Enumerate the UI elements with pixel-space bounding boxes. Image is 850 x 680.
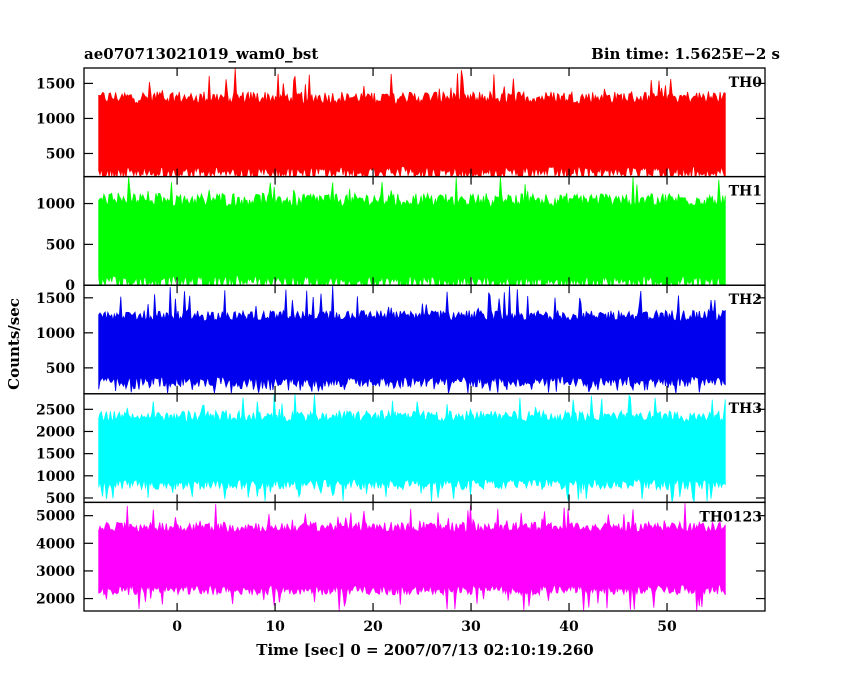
x-tick-label: 50 [657, 619, 677, 635]
panel-label-th0: TH0 [729, 75, 763, 91]
y-tick-label-th2: 500 [46, 361, 75, 377]
y-tick-label-th3: 1500 [36, 447, 75, 463]
y-tick-label-th2: 1500 [36, 291, 75, 307]
panel-label-th0123: TH0123 [699, 509, 762, 525]
y-tick-label-th1: 1000 [36, 197, 75, 213]
object-title: ae070713021019_wam0_bst [84, 45, 318, 63]
y-tick-label-th0123: 5000 [36, 509, 75, 525]
bin-time-label: Bin time: 1.5625E−2 s [591, 45, 780, 63]
y-tick-label-th3: 2000 [36, 424, 75, 440]
panel-label-th3: TH3 [729, 401, 762, 417]
series-th1 [98, 177, 726, 286]
y-tick-label-th0123: 2000 [36, 592, 75, 608]
y-axis-label: Counts/sec [5, 298, 23, 390]
y-tick-label-th3: 2500 [36, 402, 75, 418]
series-th0 [98, 68, 726, 177]
y-tick-label-th2: 1000 [36, 326, 75, 342]
y-tick-label-th1: 0 [65, 278, 75, 294]
series-th0123 [98, 503, 726, 611]
y-tick-label-th0: 1000 [36, 111, 75, 127]
y-tick-label-th0123: 4000 [36, 536, 75, 552]
x-tick-label: 30 [461, 619, 481, 635]
x-tick-label: 0 [172, 619, 182, 635]
y-tick-label-th0: 1500 [36, 76, 75, 92]
panel-label-th1: TH1 [729, 184, 762, 200]
x-tick-label: 20 [363, 619, 383, 635]
panel-frame-th0123 [83, 501, 766, 612]
x-axis-label: Time [sec] 0 = 2007/07/13 02:10:19.260 [256, 641, 593, 659]
series-th3 [98, 394, 726, 503]
y-tick-label-th0: 500 [46, 146, 75, 162]
x-tick-label: 10 [265, 619, 285, 635]
y-tick-label-th3: 1000 [36, 469, 75, 485]
y-tick-label-th1: 500 [46, 237, 75, 253]
panel-label-th2: TH2 [729, 292, 762, 308]
series-th2 [98, 285, 726, 394]
y-tick-label-th3: 500 [46, 491, 75, 507]
x-tick-label: 40 [559, 619, 579, 635]
y-tick-label-th0123: 3000 [36, 564, 75, 580]
